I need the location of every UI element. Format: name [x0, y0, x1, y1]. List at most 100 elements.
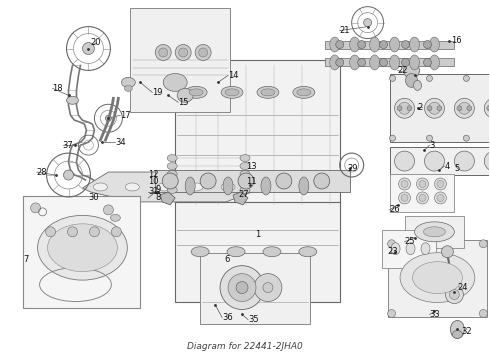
- Ellipse shape: [38, 215, 127, 280]
- Ellipse shape: [350, 55, 360, 70]
- Text: 23: 23: [388, 247, 398, 256]
- Ellipse shape: [276, 173, 292, 189]
- Circle shape: [46, 227, 55, 237]
- Ellipse shape: [380, 41, 388, 49]
- Ellipse shape: [398, 192, 411, 204]
- Bar: [325, 58, 454, 67]
- Ellipse shape: [110, 214, 121, 221]
- Ellipse shape: [240, 186, 250, 193]
- Ellipse shape: [458, 102, 470, 114]
- Ellipse shape: [457, 106, 462, 111]
- Text: 29: 29: [348, 163, 358, 172]
- Circle shape: [464, 135, 469, 141]
- Ellipse shape: [400, 253, 475, 302]
- Text: 13: 13: [246, 162, 257, 171]
- Ellipse shape: [221, 86, 243, 98]
- Ellipse shape: [489, 102, 490, 114]
- Ellipse shape: [369, 55, 380, 70]
- Ellipse shape: [391, 243, 400, 255]
- Ellipse shape: [398, 178, 411, 190]
- Text: 33: 33: [429, 310, 440, 319]
- Ellipse shape: [155, 45, 171, 60]
- Polygon shape: [160, 192, 175, 205]
- Ellipse shape: [167, 171, 177, 177]
- Circle shape: [64, 170, 74, 180]
- Text: 20: 20: [91, 38, 101, 47]
- Ellipse shape: [380, 58, 388, 67]
- Bar: [390, 174, 454, 212]
- Text: 15: 15: [178, 98, 189, 107]
- Text: 24: 24: [457, 283, 468, 292]
- Bar: [382, 230, 437, 268]
- Text: 36: 36: [222, 313, 233, 322]
- Circle shape: [105, 115, 111, 121]
- Ellipse shape: [487, 106, 490, 111]
- Circle shape: [82, 42, 95, 54]
- Ellipse shape: [437, 180, 444, 188]
- Ellipse shape: [390, 55, 399, 70]
- Ellipse shape: [240, 163, 250, 170]
- Ellipse shape: [390, 37, 399, 52]
- Ellipse shape: [261, 177, 271, 195]
- Ellipse shape: [293, 86, 315, 98]
- Ellipse shape: [428, 102, 441, 114]
- Text: 16: 16: [451, 36, 462, 45]
- Ellipse shape: [401, 194, 408, 201]
- Ellipse shape: [401, 180, 408, 188]
- Ellipse shape: [175, 45, 191, 60]
- Text: 32: 32: [462, 327, 472, 336]
- Bar: [405, 216, 465, 248]
- Ellipse shape: [435, 178, 446, 190]
- Ellipse shape: [358, 58, 366, 67]
- Ellipse shape: [336, 41, 343, 49]
- Ellipse shape: [450, 320, 465, 338]
- Bar: [388, 240, 488, 318]
- Ellipse shape: [185, 86, 207, 98]
- Ellipse shape: [413, 262, 463, 293]
- Ellipse shape: [437, 106, 442, 111]
- Ellipse shape: [416, 178, 428, 190]
- Ellipse shape: [424, 151, 444, 171]
- Ellipse shape: [177, 88, 193, 102]
- Ellipse shape: [358, 41, 366, 49]
- Circle shape: [388, 240, 395, 248]
- Ellipse shape: [221, 183, 235, 191]
- Ellipse shape: [225, 89, 239, 96]
- Ellipse shape: [122, 77, 135, 87]
- Circle shape: [364, 19, 371, 27]
- Ellipse shape: [406, 243, 415, 255]
- Ellipse shape: [429, 37, 440, 52]
- Ellipse shape: [227, 247, 245, 257]
- Text: 3: 3: [429, 141, 435, 150]
- Text: 9: 9: [155, 185, 161, 194]
- Text: 8: 8: [155, 193, 161, 202]
- Ellipse shape: [394, 98, 415, 118]
- Text: 2: 2: [417, 103, 422, 112]
- Ellipse shape: [94, 183, 107, 191]
- Circle shape: [220, 266, 264, 310]
- Ellipse shape: [467, 106, 472, 111]
- Ellipse shape: [419, 180, 426, 188]
- Ellipse shape: [125, 183, 139, 191]
- Text: 4: 4: [444, 162, 450, 171]
- Circle shape: [68, 227, 77, 237]
- Ellipse shape: [261, 89, 275, 96]
- Ellipse shape: [406, 73, 417, 87]
- Bar: [130, 8, 230, 112]
- Circle shape: [263, 283, 273, 293]
- Polygon shape: [82, 172, 252, 202]
- Ellipse shape: [67, 96, 78, 104]
- Ellipse shape: [162, 173, 178, 189]
- Text: 5: 5: [454, 163, 460, 172]
- Ellipse shape: [330, 55, 340, 70]
- Text: 12: 12: [148, 170, 159, 179]
- Ellipse shape: [421, 243, 430, 255]
- Text: 26: 26: [390, 206, 400, 215]
- Ellipse shape: [397, 106, 402, 111]
- Text: 10: 10: [148, 177, 159, 186]
- Ellipse shape: [401, 41, 410, 49]
- Bar: [23, 196, 140, 307]
- Ellipse shape: [398, 102, 411, 114]
- Ellipse shape: [263, 247, 281, 257]
- Bar: [390, 75, 490, 142]
